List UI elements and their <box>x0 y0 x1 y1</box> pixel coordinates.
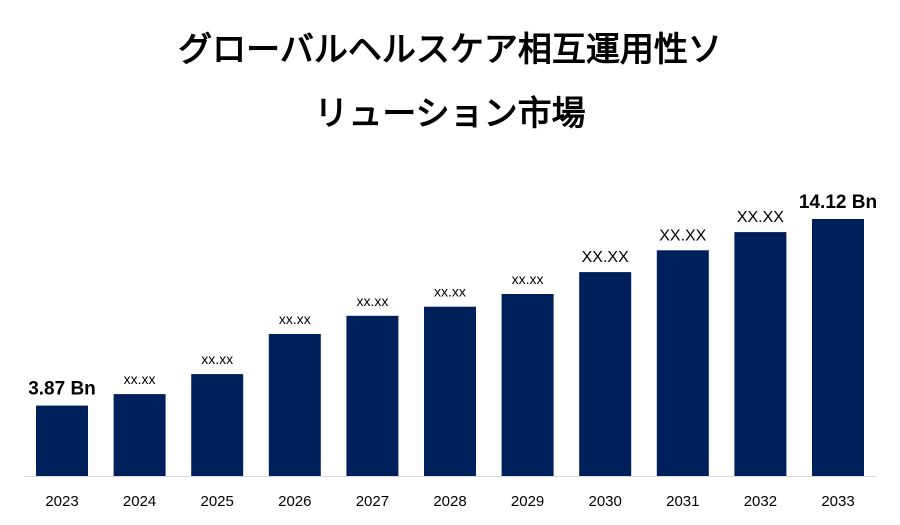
bar-2028 <box>424 306 476 476</box>
x-tick-label-2032: 2032 <box>744 493 777 510</box>
bar-2026 <box>268 334 321 476</box>
x-tick-label-2026: 2026 <box>278 493 311 510</box>
data-label-2025: xx.xx <box>201 351 233 367</box>
data-label-2029: xx.xx <box>512 271 544 287</box>
chart-title: グローバルヘルスケア相互運用性ソ リューション市場 <box>0 18 900 146</box>
data-label-2023: 3.87 Bn <box>28 379 96 400</box>
bar-2025 <box>191 374 244 476</box>
bar-2023 <box>36 405 88 476</box>
chart-title-line-1: グローバルヘルスケア相互運用性ソ <box>178 30 722 70</box>
x-tick-label-2031: 2031 <box>666 493 699 510</box>
x-tick-label-2033: 2033 <box>821 493 854 510</box>
x-tick-label-2025: 2025 <box>201 493 234 510</box>
bar-2024 <box>113 394 166 476</box>
bar-2030 <box>579 272 632 476</box>
bar-2029 <box>501 294 554 476</box>
x-tick-label-2024: 2024 <box>123 493 156 510</box>
x-tick-label-2023: 2023 <box>45 493 78 510</box>
bar-2032 <box>734 232 787 476</box>
data-label-2027: xx.xx <box>356 293 388 309</box>
data-label-2030: XX.XX <box>582 249 629 266</box>
chart-title-line-2: リューション市場 <box>314 94 586 134</box>
data-label-2032: XX.XX <box>737 209 784 226</box>
data-label-2028: xx.xx <box>434 284 466 300</box>
x-tick-label-2029: 2029 <box>511 493 544 510</box>
bar-2027 <box>346 315 399 476</box>
data-label-2033: 14.12 Bn <box>799 192 877 213</box>
bar-2031 <box>656 250 709 476</box>
data-label-2031: XX.XX <box>659 227 706 244</box>
bar-2033 <box>812 219 864 476</box>
x-tick-label-2030: 2030 <box>589 493 622 510</box>
data-label-2026: xx.xx <box>279 311 311 327</box>
data-label-2024: xx.xx <box>124 371 156 387</box>
x-tick-label-2027: 2027 <box>356 493 389 510</box>
x-tick-label-2028: 2028 <box>433 493 466 510</box>
